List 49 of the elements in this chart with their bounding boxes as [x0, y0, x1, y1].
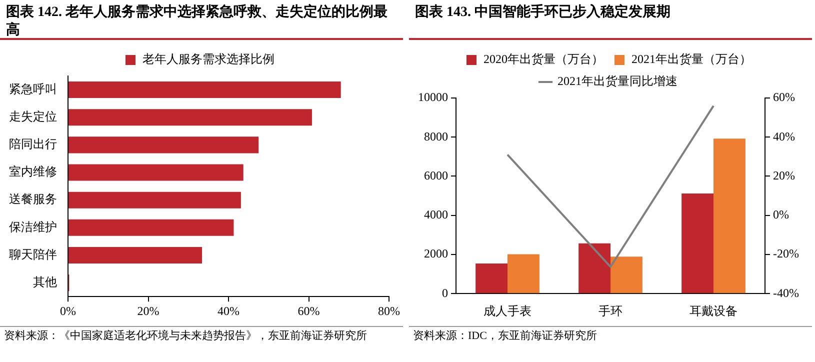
- bar: [68, 136, 259, 154]
- y-tick-label: 紧急呼叫: [9, 82, 57, 96]
- bar: [578, 243, 611, 294]
- bar: [476, 263, 508, 294]
- bar: [68, 82, 341, 98]
- y-tick-label: 送餐服务: [9, 192, 57, 206]
- y-tick-label: 4000: [424, 208, 448, 222]
- x-tick-label: 60%: [298, 304, 320, 318]
- bar: [610, 256, 642, 294]
- y-tick-label: 保洁维护: [9, 220, 57, 234]
- legend-label: 2020年出货量（万台）: [484, 52, 604, 66]
- y-tick-label: 2000: [424, 246, 448, 261]
- legend-label: 2021年出货量同比增速: [558, 74, 678, 88]
- legend-label: 老年人服务需求选择比例: [142, 52, 274, 66]
- x-tick-label: 手环: [598, 304, 623, 318]
- bar: [68, 219, 234, 236]
- y-tick-label: 8000: [424, 129, 448, 144]
- chart-title: 图表 143. 中国智能手环已步入稳定发展期: [409, 0, 812, 40]
- bar: [68, 109, 312, 126]
- bar: [68, 164, 244, 181]
- y-tick-label: 0: [442, 286, 448, 300]
- y-tick-label: 10000: [418, 90, 448, 104]
- y2-tick-label: 60%: [773, 90, 796, 104]
- y2-tick-label: 40%: [773, 129, 796, 144]
- y2-tick-label: 0%: [773, 208, 790, 222]
- y-tick-label: 陪同出行: [9, 137, 57, 152]
- text: 资料来源：IDC，东亚前海证券研究所: [409, 326, 812, 345]
- bar: [68, 246, 202, 264]
- x-tick-label: 成人手表: [484, 304, 532, 318]
- x-tick-label: 40%: [218, 304, 240, 318]
- bar: [714, 138, 746, 294]
- x-tick-label: 0%: [60, 304, 76, 318]
- y2-tick-label: -40%: [773, 286, 800, 300]
- y-tick-label: 6000: [424, 168, 448, 182]
- x-tick-label: 20%: [137, 304, 160, 318]
- bar: [68, 192, 241, 208]
- bar: [682, 193, 714, 294]
- y-tick-label: 走失定位: [9, 110, 57, 124]
- legend-label: 2021年出货量（万台）: [632, 52, 752, 66]
- y2-tick-label: 20%: [773, 168, 796, 182]
- chart-title: 图表 142. 老年人服务需求中选择紧急呼救、走失定位的比例最高: [0, 0, 403, 40]
- y2-tick-label: -20%: [773, 246, 800, 261]
- x-tick-label: 80%: [378, 304, 400, 318]
- bar: [508, 254, 540, 294]
- y-tick-label: 聊天陪伴: [9, 247, 57, 262]
- x-tick-label: 耳戴设备: [690, 304, 738, 318]
- y-tick-label: 其他: [33, 274, 57, 289]
- text: 资料来源：《中国家庭适老化环境与未来趋势报告》，东亚前海证券研究所: [0, 326, 403, 345]
- y-tick-label: 室内维修: [9, 164, 57, 179]
